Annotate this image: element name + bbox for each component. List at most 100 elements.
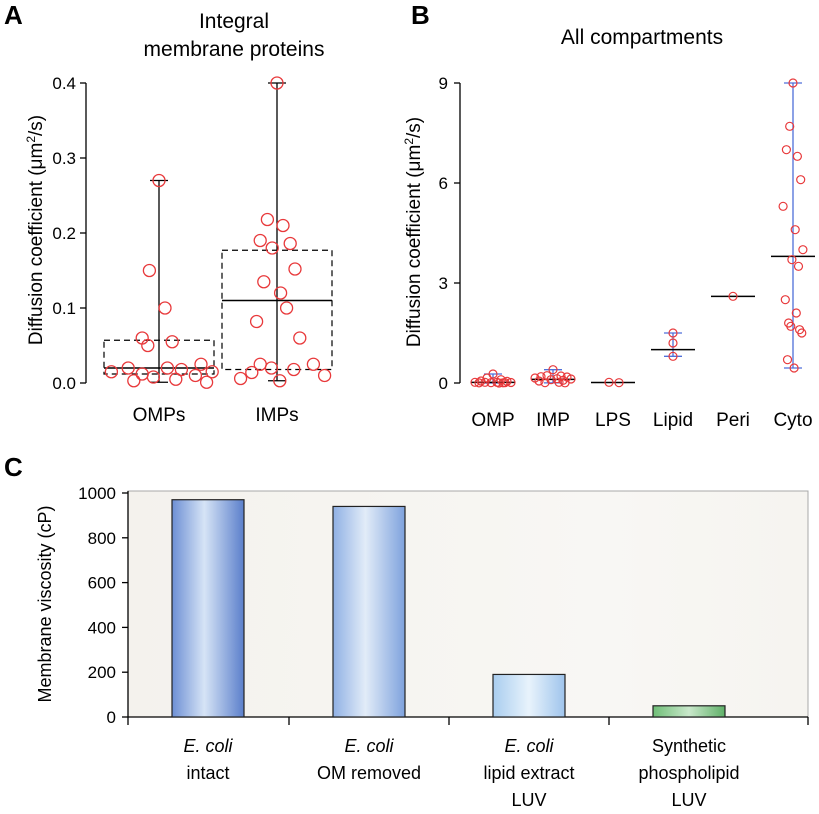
- panel-b: B All compartments Diffusion coefficient…: [402, 0, 815, 431]
- panel-c-tick-label: 200: [88, 663, 116, 682]
- panel-b-category-label: Cyto: [773, 410, 812, 431]
- panel-b-data-point: [548, 365, 558, 375]
- panel-a-data-point: [233, 371, 248, 386]
- panel-b-data-point: [604, 377, 614, 387]
- panel-a-data-point: [288, 262, 302, 276]
- panel-letter-a: A: [4, 0, 23, 30]
- panel-c-category-label: intact: [186, 763, 229, 783]
- panel-b-lines: [471, 82, 815, 384]
- panel-b-data-point: [470, 377, 480, 387]
- panel-a-data-point: [276, 218, 290, 233]
- panel-a-data-point: [142, 263, 157, 278]
- panel-b-category-label: OMP: [471, 410, 514, 431]
- panel-a-data-point: [104, 365, 119, 379]
- panel-c-ticks: 0 200 400 600 800 1000: [78, 484, 809, 727]
- panel-a-data-point: [287, 362, 301, 377]
- panel-letter-c: C: [4, 452, 23, 482]
- panel-a-data-point: [306, 357, 321, 371]
- panel-c-category-label: E. coli: [183, 736, 233, 756]
- panel-c-category-label: E. coli: [504, 736, 554, 756]
- panel-b-data-point: [787, 255, 797, 265]
- panel-b-data-point: [790, 225, 800, 235]
- panel-c-bar: [492, 673, 566, 718]
- panel-b-data-point: [796, 175, 806, 185]
- panel-a-tick-label: 0.4: [52, 74, 76, 93]
- panel-a-data-point: [273, 286, 288, 300]
- panel-c-category-label: phospholipid: [638, 763, 739, 783]
- panel-a-tick-label: 0.1: [52, 299, 76, 318]
- panel-a-tick-label: 0.0: [52, 374, 76, 393]
- panel-b-points: [470, 78, 808, 388]
- panel-a-data-point: [257, 275, 271, 289]
- panel-b-data-point: [792, 151, 803, 161]
- panel-a-data-point: [188, 368, 203, 383]
- panel-a-data-point: [317, 368, 332, 383]
- panel-c-categories: E. coli intact E. coli OM removed E. coli lip…: [183, 736, 739, 810]
- panel-c-bar: [652, 705, 726, 718]
- panel-b-data-point: [782, 355, 793, 365]
- panel-a-data-point: [249, 314, 264, 329]
- panel-a-data-point: [260, 212, 275, 227]
- panel-a-data-point: [165, 335, 179, 349]
- panel-b-data-point: [494, 378, 504, 388]
- panel-a-data-point: [194, 357, 208, 371]
- panel-c-bar: [332, 505, 406, 718]
- panel-b-data-point: [554, 377, 564, 387]
- panel-b-tick-label: 0: [439, 374, 448, 393]
- panel-c-category-label: lipid extract: [483, 763, 574, 783]
- panel-b-data-point: [786, 321, 796, 331]
- panel-b-data-point: [789, 363, 799, 373]
- panel-a-title-line1: Integral: [199, 10, 269, 33]
- panel-a-data-point: [199, 375, 214, 389]
- panel-b-data-point: [788, 78, 798, 88]
- panel-b-data-point: [668, 338, 678, 348]
- panel-c-tick-label: 800: [88, 529, 116, 548]
- panel-b-category-label: IMP: [536, 410, 570, 431]
- panel-a-boxes: [103, 82, 333, 383]
- panel-b-data-point: [781, 145, 792, 155]
- panel-a-data-point: [160, 361, 175, 375]
- panel-b-data-point: [540, 378, 550, 388]
- panel-c-tick-label: 1000: [78, 484, 116, 503]
- panel-c-category-label: E. coli: [344, 736, 394, 756]
- panel-b-categories: OMP IMP LPS Lipid Peri Cyto: [471, 410, 812, 431]
- panel-b-data-point: [534, 376, 544, 386]
- panel-b-data-point: [668, 351, 678, 361]
- panel-c-bar: [171, 499, 245, 718]
- panel-a: A Integral membrane proteins Diffusion c…: [4, 0, 333, 426]
- panel-b-data-point: [798, 245, 808, 255]
- panel-a-data-point: [279, 301, 294, 315]
- panel-b-tick-label: 3: [439, 274, 448, 293]
- panel-b-data-point: [480, 377, 490, 387]
- panel-c: C Membrane viscosity (cP) 0 200 400 600 800 1…: [4, 452, 809, 810]
- panel-c-category-label: LUV: [671, 790, 706, 810]
- panel-b-data-point: [668, 328, 678, 338]
- panel-a-data-point: [265, 241, 279, 255]
- panel-a-data-point: [158, 301, 172, 315]
- panel-b-tick-label: 9: [439, 74, 448, 93]
- panel-b-data-point: [728, 291, 738, 301]
- panel-b-data-point: [560, 378, 570, 388]
- panel-b-data-point: [778, 201, 788, 211]
- panel-b-data-point: [614, 378, 624, 388]
- panel-a-data-point: [273, 374, 287, 388]
- panel-c-tick-label: 600: [88, 574, 116, 593]
- panel-b-title: All compartments: [561, 26, 723, 49]
- panel-a-data-point: [283, 236, 297, 251]
- panel-b-y-axis-label: Diffusion coefficient (μm2/s): [402, 117, 425, 347]
- panel-c-category-label: OM removed: [317, 763, 421, 783]
- panel-a-y-axis-label: Diffusion coefficient (μm2/s): [24, 115, 47, 345]
- panel-c-category-label: Synthetic: [652, 736, 726, 756]
- panel-a-data-point: [253, 233, 267, 248]
- panel-a-category-omps: OMPs: [133, 405, 186, 426]
- panel-a-data-point: [152, 173, 166, 188]
- panel-a-data-point: [121, 361, 135, 375]
- panel-c-y-axis-label: Membrane viscosity (cP): [35, 505, 55, 702]
- panel-c-category-label: LUV: [511, 790, 546, 810]
- panel-b-tick-label: 6: [439, 174, 448, 193]
- panel-b-ticks: 0 3 6 9: [439, 74, 460, 393]
- panel-c-bars: [171, 499, 726, 718]
- panel-a-data-point: [270, 76, 284, 90]
- panel-b-data-point: [791, 308, 801, 318]
